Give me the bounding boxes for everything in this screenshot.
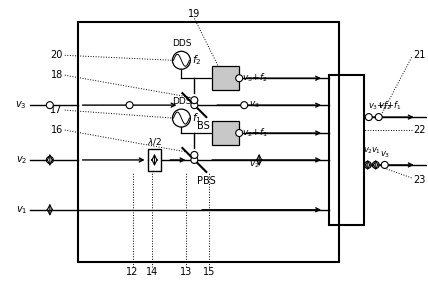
- Text: $v_3$+$f_2$: $v_3$+$f_2$: [368, 100, 392, 112]
- Text: 18: 18: [51, 70, 63, 80]
- Text: $v_3$: $v_3$: [249, 100, 260, 110]
- Text: 17: 17: [51, 105, 63, 115]
- Circle shape: [191, 156, 198, 163]
- Text: $v_1$: $v_1$: [15, 204, 27, 216]
- Circle shape: [46, 156, 54, 163]
- Circle shape: [46, 102, 54, 109]
- Bar: [212, 121, 239, 145]
- Text: $v_2$: $v_2$: [363, 145, 373, 156]
- Circle shape: [126, 102, 133, 109]
- Text: $v_2$: $v_2$: [249, 160, 260, 170]
- Text: DDS: DDS: [172, 39, 191, 48]
- Circle shape: [364, 162, 371, 168]
- Text: $f_1$: $f_1$: [192, 111, 202, 125]
- Text: 20: 20: [51, 50, 63, 60]
- Circle shape: [365, 113, 372, 121]
- Text: DDS: DDS: [172, 97, 191, 106]
- Bar: [148, 149, 161, 171]
- Circle shape: [191, 97, 198, 104]
- Text: $v_2$: $v_2$: [15, 154, 27, 166]
- Text: 19: 19: [188, 10, 200, 19]
- Text: $v_2$+$f_1$: $v_2$+$f_1$: [378, 100, 402, 112]
- Text: 14: 14: [146, 267, 159, 276]
- Text: PBS: PBS: [197, 176, 216, 186]
- Bar: [212, 66, 239, 90]
- Text: $v_2$+$f_1$: $v_2$+$f_1$: [242, 127, 268, 139]
- Text: $v_3$+$f_2$: $v_3$+$f_2$: [242, 72, 268, 84]
- Circle shape: [375, 113, 382, 121]
- Text: BS: BS: [197, 121, 210, 131]
- Text: 21: 21: [413, 50, 426, 60]
- Text: $v_3$: $v_3$: [380, 149, 390, 160]
- Circle shape: [236, 130, 243, 137]
- Circle shape: [381, 162, 388, 168]
- Circle shape: [236, 75, 243, 82]
- Text: 15: 15: [203, 267, 215, 276]
- Text: 13: 13: [180, 267, 193, 276]
- Bar: [78, 22, 339, 262]
- Circle shape: [372, 162, 379, 168]
- Text: $v_1$: $v_1$: [371, 145, 381, 156]
- Text: 22: 22: [413, 125, 426, 135]
- Text: 16: 16: [51, 125, 63, 135]
- Text: 23: 23: [413, 175, 426, 185]
- Circle shape: [241, 102, 248, 109]
- Text: $\lambda$/2: $\lambda$/2: [147, 136, 162, 147]
- Bar: [329, 75, 364, 225]
- Text: 12: 12: [126, 267, 139, 276]
- Text: $v_3$: $v_3$: [15, 99, 27, 111]
- Circle shape: [191, 151, 198, 158]
- Text: $f_2$: $f_2$: [192, 53, 202, 67]
- Circle shape: [191, 102, 198, 109]
